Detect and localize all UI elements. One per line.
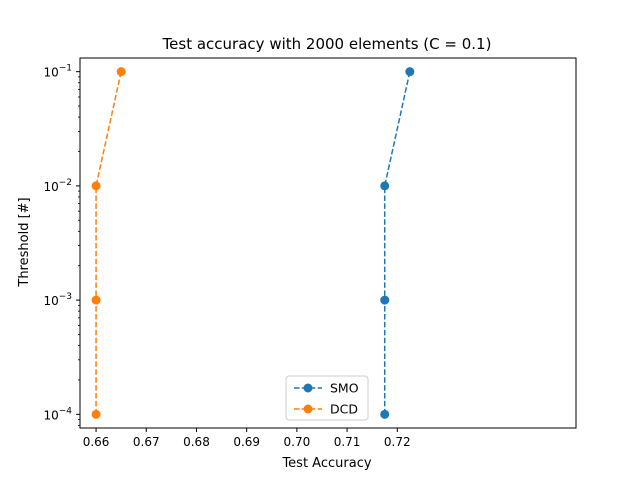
- y-tick-exponent: −4: [59, 406, 73, 416]
- y-tick-label: 10−2: [43, 178, 72, 194]
- y-tick-exponent: −1: [59, 64, 72, 74]
- y-axis-label: Threshold [#]: [17, 197, 32, 287]
- y-tick-base: 10: [43, 408, 58, 422]
- y-tick-base: 10: [43, 294, 58, 308]
- legend: SMO DCD: [285, 375, 369, 421]
- data-point: [116, 67, 126, 77]
- series-line: [383, 71, 411, 415]
- legend-swatch-marker: [303, 404, 313, 414]
- data-point: [380, 295, 390, 305]
- chart-title: Test accuracy with 2000 elements (C = 0.…: [162, 35, 492, 53]
- ticks-layer: 0.66 0.67 0.68 0.69 0.70 0.71 0.7210−410−310−2…: [43, 64, 410, 449]
- data-point: [91, 181, 101, 191]
- y-tick-base: 10: [43, 180, 58, 194]
- x-tick-label: 0.69: [233, 435, 260, 449]
- legend-swatch-marker: [303, 383, 313, 393]
- y-tick-label: 10−1: [43, 64, 72, 80]
- plot-frame: [79, 57, 577, 429]
- x-tick-label: 0.66: [83, 435, 110, 449]
- series-layer: [91, 67, 415, 419]
- legend-item: DCD: [294, 402, 358, 417]
- y-tick-base: 10: [43, 66, 58, 80]
- series-smo: [380, 67, 415, 419]
- x-tick-label: 0.71: [334, 435, 361, 449]
- legend-label: SMO: [330, 381, 359, 396]
- data-point: [405, 67, 415, 77]
- series-dcd: [91, 67, 126, 419]
- x-tick-label: 0.68: [183, 435, 210, 449]
- data-point: [380, 409, 390, 419]
- data-point: [91, 295, 101, 305]
- legend-label: DCD: [330, 402, 358, 417]
- data-point: [91, 409, 101, 419]
- x-axis-label: Test Accuracy: [281, 456, 371, 471]
- y-tick-label: 10−4: [43, 406, 72, 422]
- x-tick-label: 0.67: [133, 435, 160, 449]
- x-tick-label: 0.70: [284, 435, 311, 449]
- legend-item: SMO: [294, 381, 359, 396]
- series-line: [95, 71, 122, 415]
- data-point: [380, 181, 390, 191]
- x-tick-label: 0.72: [384, 435, 411, 449]
- y-tick-exponent: −2: [59, 178, 72, 188]
- y-tick-label: 10−3: [43, 292, 72, 308]
- y-tick-exponent: −3: [59, 292, 72, 302]
